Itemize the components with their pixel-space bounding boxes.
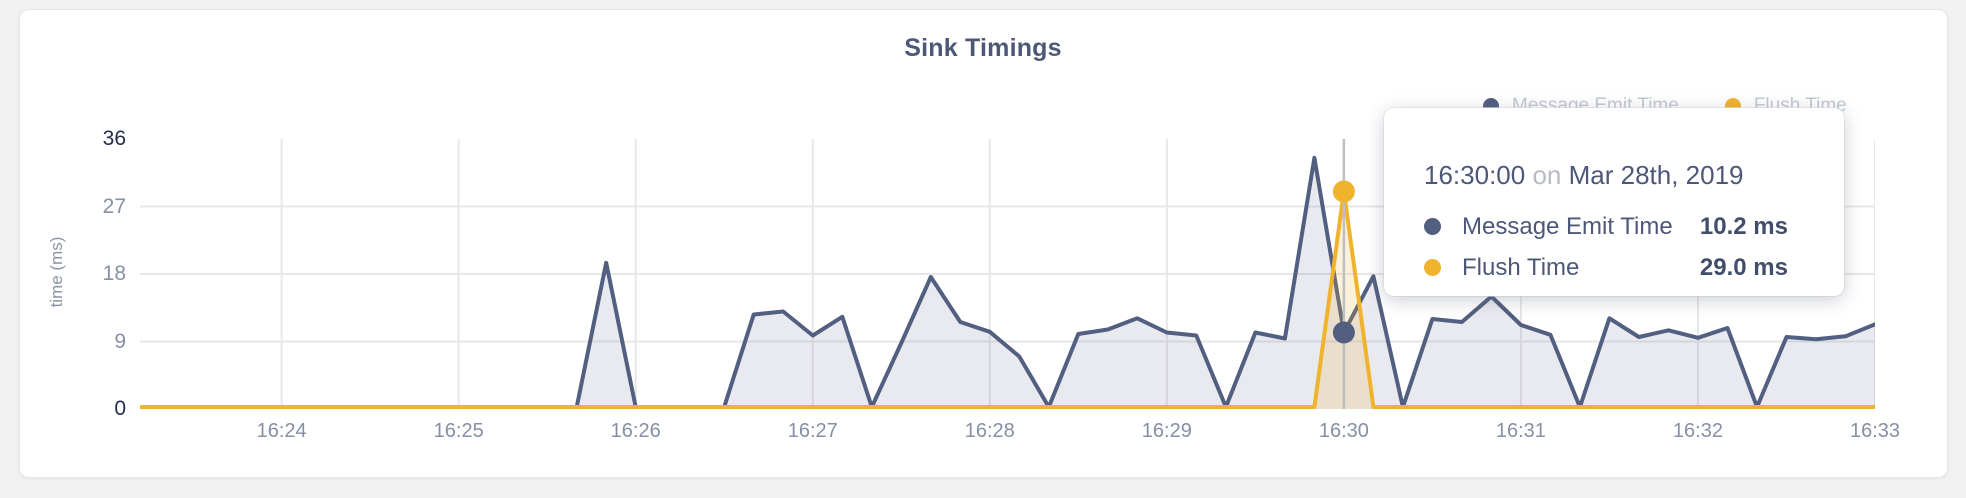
x-tick-label: 16:27	[787, 420, 838, 442]
y-tick-label: 36	[102, 127, 126, 150]
tooltip-connector: on	[1532, 160, 1562, 190]
x-tick-label: 16:26	[610, 420, 661, 442]
x-tick-label: 16:33	[1849, 420, 1901, 442]
x-tick-label: 16:28	[964, 420, 1015, 442]
x-tick-label: 16:32	[1672, 420, 1723, 442]
x-tick-label: 16:29	[1141, 420, 1192, 442]
tooltip-series-label: Flush Time	[1462, 253, 1580, 281]
y-tick-label: 0	[114, 397, 126, 420]
chart-tooltip: 16:30:00 on Mar 28th, 2019 Message Emit …	[1384, 108, 1844, 296]
tooltip-header: 16:30:00 on Mar 28th, 2019	[1424, 160, 1744, 191]
tooltip-time: 16:30:00	[1424, 160, 1526, 190]
tooltip-series-label: Message Emit Time	[1462, 212, 1673, 240]
series-area-message-emit-time	[140, 157, 1875, 409]
y-tick-label: 9	[114, 329, 126, 353]
series-bullet-icon	[1424, 218, 1441, 235]
y-tick-label: 18	[102, 262, 126, 285]
x-tick-label: 16:25	[433, 420, 484, 442]
highlight-point-message-emit-time	[1332, 321, 1355, 344]
y-tick-label: 27	[102, 194, 126, 218]
tooltip-series-value: 29.0 ms	[1699, 253, 1788, 281]
tooltip-date: Mar 28th, 2019	[1568, 160, 1744, 190]
highlight-point-flush-time	[1332, 180, 1355, 203]
x-tick-label: 16:30	[1318, 420, 1369, 442]
series-bullet-icon	[1424, 259, 1441, 276]
tooltip-row-message-emit-time: Message Emit Time 10.2 ms	[1424, 206, 1788, 247]
tooltip-rows: Message Emit Time 10.2 ms Flush Time 29.…	[1424, 206, 1788, 288]
x-tick-label: 16:24	[256, 420, 307, 442]
sink-timings-plot[interactable]	[140, 139, 1875, 409]
x-tick-label: 16:31	[1495, 420, 1546, 442]
tooltip-series-value: 10.2 ms	[1699, 212, 1788, 240]
series-line-flush-time	[140, 189, 1875, 409]
chart-title: Sink Timings	[904, 34, 1062, 62]
tooltip-row-flush-time: Flush Time 29.0 ms	[1424, 247, 1788, 288]
y-axis-title: time (ms)	[47, 236, 66, 308]
